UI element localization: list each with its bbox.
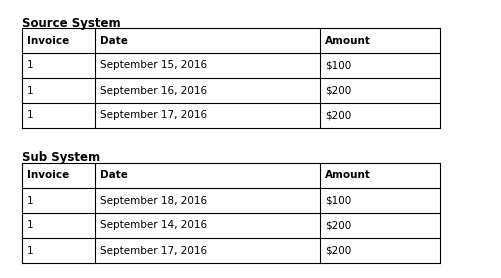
Text: $200: $200 bbox=[325, 220, 351, 230]
Text: Invoice: Invoice bbox=[27, 36, 69, 46]
Text: September 17, 2016: September 17, 2016 bbox=[100, 245, 207, 255]
Text: Date: Date bbox=[100, 36, 128, 46]
Text: Amount: Amount bbox=[325, 36, 371, 46]
Text: Sub System: Sub System bbox=[22, 152, 100, 165]
Text: September 16, 2016: September 16, 2016 bbox=[100, 86, 207, 96]
Text: 1: 1 bbox=[27, 245, 34, 255]
Text: 1: 1 bbox=[27, 61, 34, 71]
Text: 1: 1 bbox=[27, 195, 34, 205]
Text: 1: 1 bbox=[27, 220, 34, 230]
Text: $200: $200 bbox=[325, 245, 351, 255]
Text: $100: $100 bbox=[325, 61, 351, 71]
Text: Source System: Source System bbox=[22, 16, 121, 29]
Text: 1: 1 bbox=[27, 86, 34, 96]
Text: September 15, 2016: September 15, 2016 bbox=[100, 61, 207, 71]
Text: Amount: Amount bbox=[325, 170, 371, 180]
Text: Invoice: Invoice bbox=[27, 170, 69, 180]
Text: September 18, 2016: September 18, 2016 bbox=[100, 195, 207, 205]
Text: September 17, 2016: September 17, 2016 bbox=[100, 110, 207, 120]
Text: $200: $200 bbox=[325, 86, 351, 96]
Text: September 14, 2016: September 14, 2016 bbox=[100, 220, 207, 230]
Text: $100: $100 bbox=[325, 195, 351, 205]
Text: $200: $200 bbox=[325, 110, 351, 120]
Text: Date: Date bbox=[100, 170, 128, 180]
Text: 1: 1 bbox=[27, 110, 34, 120]
